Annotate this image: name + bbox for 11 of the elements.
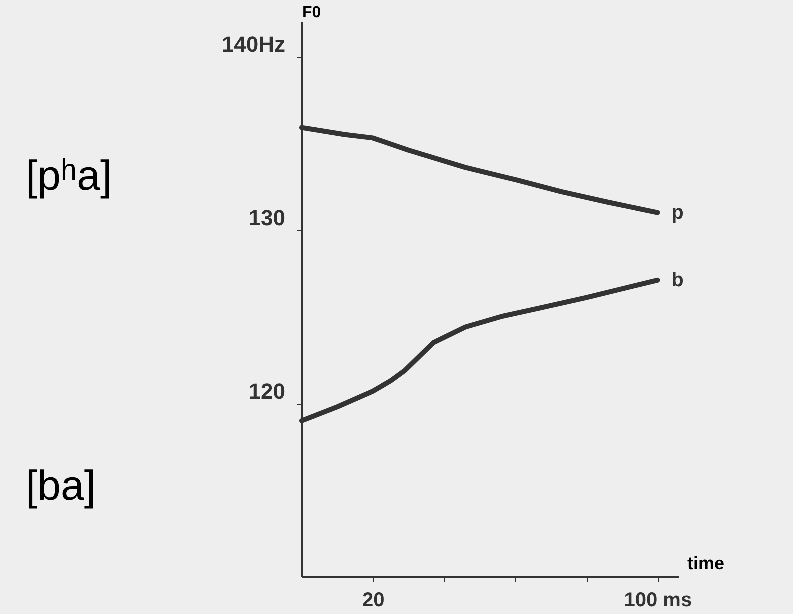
series-label: p (672, 202, 684, 224)
y-axis-title: F0 (302, 4, 322, 22)
x-tick-label: 100 ms (624, 590, 692, 612)
text: [pʰa] (26, 152, 112, 199)
y-tick-label: 140Hz (222, 32, 286, 58)
x-tick-label: 20 (362, 590, 385, 612)
y-tick-label: 130 (248, 206, 286, 231)
text: [ba] (26, 462, 96, 509)
y-tick-label: 120 (248, 379, 286, 404)
series-label: b (672, 269, 684, 292)
x-axis-title: time (688, 554, 725, 574)
